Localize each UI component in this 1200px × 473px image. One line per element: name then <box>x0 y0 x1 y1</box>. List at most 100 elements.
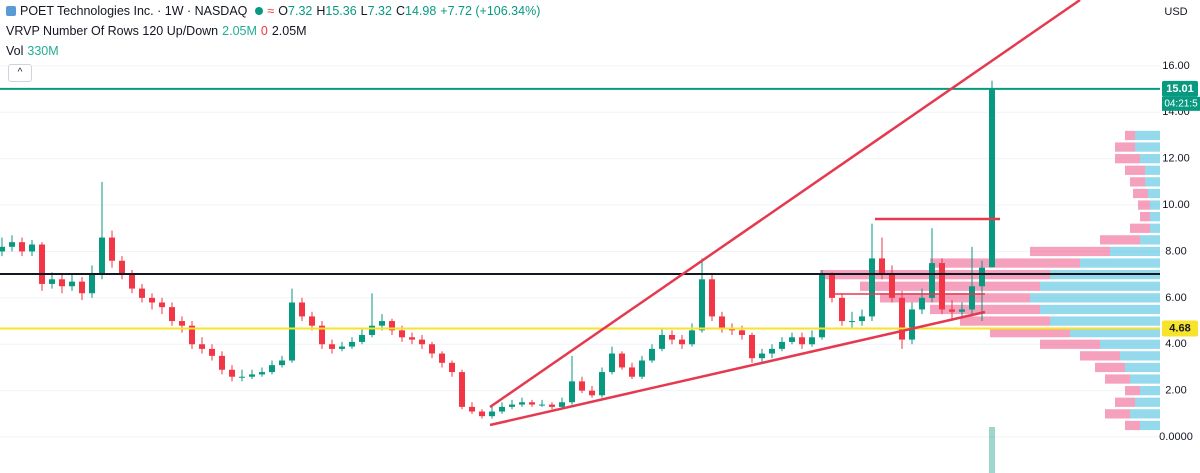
candle-body <box>359 334 365 342</box>
candle-body <box>349 341 355 347</box>
status-dot <box>255 7 264 15</box>
open-value: 7.32 <box>288 4 313 18</box>
candle-body <box>399 330 405 338</box>
candle-body <box>109 237 115 261</box>
candle-body <box>979 267 985 287</box>
vp-up <box>1135 142 1160 152</box>
candle-body <box>39 244 45 284</box>
countdown: 04:21:5 <box>1164 98 1198 109</box>
candle-body <box>599 372 605 396</box>
candle-body <box>169 307 175 322</box>
candle-body <box>639 360 645 377</box>
candle-body <box>589 390 595 396</box>
candle-body <box>299 302 305 317</box>
candle-body <box>439 353 445 363</box>
candle-body <box>569 381 575 403</box>
candle-body <box>179 321 185 326</box>
candle-body <box>519 402 525 405</box>
y-tick-label: 2.00 <box>1165 385 1186 397</box>
vp-down <box>1133 188 1148 199</box>
candle-body <box>579 381 585 391</box>
vp-up <box>1150 200 1160 210</box>
volume-bar <box>989 427 995 473</box>
candle-body <box>189 325 195 345</box>
y-tick-label: 16.00 <box>1162 60 1190 72</box>
vol-row: Vol 330M <box>6 44 59 58</box>
vp-down <box>1115 397 1135 407</box>
candle-body <box>149 297 155 303</box>
candle-body <box>689 330 695 345</box>
vp-up <box>1080 258 1160 268</box>
vp-down <box>1080 351 1120 361</box>
y-tick-label: 8.00 <box>1165 245 1186 257</box>
candle-body <box>839 297 845 322</box>
legend-row: POET Technologies Inc. · 1W · NASDAQ ≈ O… <box>6 4 540 18</box>
vp-up <box>1135 397 1160 407</box>
candle-body <box>329 344 335 349</box>
candle-body <box>409 337 415 340</box>
currency: USD <box>1164 6 1187 18</box>
candle-body <box>489 411 495 417</box>
price-axis-labels: 0.00002.004.006.008.0010.0012.0014.0016.… <box>1159 60 1200 443</box>
vp-up <box>1110 246 1160 257</box>
candle-body <box>459 372 465 407</box>
vp-up <box>1145 177 1160 187</box>
open-label: O <box>278 4 289 18</box>
vp-down <box>1030 246 1110 257</box>
vrvp-down: 0 <box>260 24 268 38</box>
trend-line <box>489 0 1081 409</box>
trend-line <box>489 310 986 427</box>
price-tag-label: 4.68 <box>1169 322 1190 334</box>
candle-body <box>159 302 165 308</box>
vrvp-total: 2.05M <box>271 24 307 38</box>
candle-body <box>469 406 475 412</box>
candle-body <box>709 279 715 317</box>
vp-down <box>1095 362 1125 373</box>
vp-up <box>1145 165 1160 175</box>
vp-down <box>1100 235 1140 245</box>
symbol: POET Technologies Inc. · 1W · NASDAQ <box>20 4 248 18</box>
close-value: 14.98 <box>405 4 437 18</box>
vp-down <box>1105 409 1130 419</box>
close-label: C <box>395 4 405 18</box>
vp-down <box>860 281 1040 291</box>
vp-down <box>930 258 1080 268</box>
vp-up <box>1100 339 1160 349</box>
candle-body <box>739 330 745 335</box>
candle-body <box>449 362 455 373</box>
candle-body <box>49 279 55 284</box>
candle-body <box>959 309 965 312</box>
high-value: 15.36 <box>325 4 357 18</box>
candle-body <box>989 89 995 268</box>
candle-body <box>539 404 545 406</box>
candle-body <box>139 288 145 298</box>
candle-body <box>249 374 255 377</box>
collapse-button[interactable]: ^ <box>8 64 32 82</box>
candle-body <box>129 274 135 289</box>
y-tick-label: 10.00 <box>1162 199 1190 211</box>
candle-body <box>89 274 95 294</box>
vp-down <box>1130 177 1145 187</box>
vp-down <box>1130 223 1150 233</box>
vp-up <box>1125 362 1160 373</box>
candle-body <box>869 258 875 317</box>
candle-body <box>9 242 15 247</box>
candle-body <box>929 263 935 298</box>
vp-up <box>1150 212 1160 222</box>
candle-body <box>419 339 425 345</box>
vp-down <box>1125 165 1145 175</box>
vp-up <box>1140 154 1160 164</box>
candle-body <box>789 337 795 342</box>
candle-body <box>429 344 435 354</box>
candle-body <box>759 353 765 359</box>
vp-up <box>1040 304 1160 315</box>
vp-down <box>1040 339 1100 349</box>
candle-body <box>819 274 825 338</box>
candle-body <box>269 365 275 373</box>
candle-body <box>649 348 655 361</box>
candle-body <box>549 404 555 407</box>
candle-body <box>919 297 925 310</box>
vp-up <box>1148 188 1160 199</box>
candle-body <box>889 274 895 298</box>
